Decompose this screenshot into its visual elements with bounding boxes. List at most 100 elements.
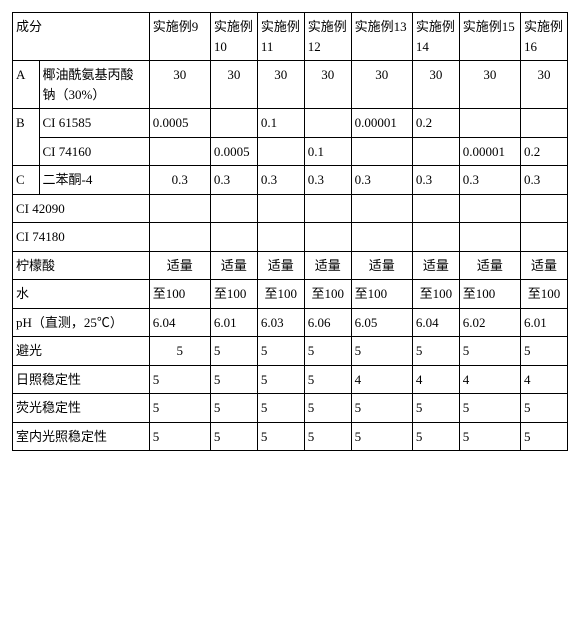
cell: 5 <box>412 422 459 451</box>
table-row: 室内光照稳定性 55555555 <box>13 422 568 451</box>
cell: 至100 <box>304 280 351 309</box>
cell: 0.2 <box>412 109 459 138</box>
header-ex11: 实施例11 <box>257 13 304 61</box>
cell: 0.00001 <box>351 109 412 138</box>
cell: 5 <box>412 337 459 366</box>
cell <box>351 194 412 223</box>
header-ex14: 实施例14 <box>412 13 459 61</box>
cell: 4 <box>412 365 459 394</box>
cell: 6.04 <box>412 308 459 337</box>
cell <box>459 223 520 252</box>
cell <box>521 109 568 138</box>
cell: 5 <box>459 422 520 451</box>
cell <box>412 137 459 166</box>
cell <box>412 223 459 252</box>
cell: 5 <box>304 365 351 394</box>
cell <box>257 194 304 223</box>
cell: 30 <box>521 61 568 109</box>
cell: 5 <box>149 337 210 366</box>
cell <box>351 223 412 252</box>
cell <box>304 223 351 252</box>
cell: 5 <box>257 394 304 423</box>
cell: 0.3 <box>149 166 210 195</box>
cell: 30 <box>412 61 459 109</box>
row-name: 二苯酮-4 <box>39 166 149 195</box>
cell: 5 <box>351 422 412 451</box>
cell: 6.05 <box>351 308 412 337</box>
cell: 5 <box>521 337 568 366</box>
table-row: CI 42090 <box>13 194 568 223</box>
cell <box>257 137 304 166</box>
row-name: CI 61585 <box>39 109 149 138</box>
header-row: 成分 实施例9 实施例10 实施例11 实施例12 实施例13 实施例14 实施… <box>13 13 568 61</box>
cell: 4 <box>351 365 412 394</box>
cell: 5 <box>257 337 304 366</box>
cell: 0.3 <box>257 166 304 195</box>
cell: 5 <box>210 394 257 423</box>
table-row: CI 74160 0.0005 0.1 0.00001 0.2 <box>13 137 568 166</box>
cell: 5 <box>257 422 304 451</box>
cell: 6.01 <box>210 308 257 337</box>
cell: 5 <box>149 422 210 451</box>
cell: 适量 <box>257 251 304 280</box>
cell <box>304 194 351 223</box>
cell: 至100 <box>459 280 520 309</box>
cell: 至100 <box>149 280 210 309</box>
cell: 5 <box>149 394 210 423</box>
row-name: pH（直测，25℃） <box>13 308 150 337</box>
cell: 5 <box>149 365 210 394</box>
cell: 0.3 <box>459 166 520 195</box>
table-row: A 椰油酰氨基丙酸钠（30%） 30 30 30 30 30 30 30 30 <box>13 61 568 109</box>
table-row: 水 至100至100至100至100至100至100至100至100 <box>13 280 568 309</box>
group-a: A <box>13 61 40 109</box>
cell: 6.02 <box>459 308 520 337</box>
cell: 4 <box>459 365 520 394</box>
cell: 5 <box>459 337 520 366</box>
cell <box>304 109 351 138</box>
cell: 0.0005 <box>210 137 257 166</box>
group-b: B <box>13 109 40 166</box>
header-ex9: 实施例9 <box>149 13 210 61</box>
cell: 5 <box>257 365 304 394</box>
cell <box>351 137 412 166</box>
row-name: CI 74160 <box>39 137 149 166</box>
cell: 30 <box>257 61 304 109</box>
cell: 0.0005 <box>149 109 210 138</box>
group-c: C <box>13 166 40 195</box>
table-row: 荧光稳定性 55555555 <box>13 394 568 423</box>
cell: 30 <box>459 61 520 109</box>
header-component: 成分 <box>13 13 150 61</box>
cell <box>149 223 210 252</box>
cell: 0.3 <box>210 166 257 195</box>
cell: 适量 <box>412 251 459 280</box>
cell: 0.1 <box>304 137 351 166</box>
header-ex10: 实施例10 <box>210 13 257 61</box>
cell: 至100 <box>210 280 257 309</box>
cell: 30 <box>351 61 412 109</box>
cell: 30 <box>304 61 351 109</box>
cell <box>210 194 257 223</box>
cell: 5 <box>304 394 351 423</box>
cell: 适量 <box>304 251 351 280</box>
cell: 0.3 <box>521 166 568 195</box>
row-name: 水 <box>13 280 150 309</box>
cell: 适量 <box>521 251 568 280</box>
row-name: 荧光稳定性 <box>13 394 150 423</box>
cell: 至100 <box>412 280 459 309</box>
header-ex13: 实施例13 <box>351 13 412 61</box>
row-name: 避光 <box>13 337 150 366</box>
table-row: 柠檬酸 适量适量适量适量适量适量适量适量 <box>13 251 568 280</box>
cell: 5 <box>412 394 459 423</box>
cell: 适量 <box>351 251 412 280</box>
cell: 4 <box>521 365 568 394</box>
cell: 0.1 <box>257 109 304 138</box>
cell <box>257 223 304 252</box>
cell: 至100 <box>351 280 412 309</box>
cell: 5 <box>304 337 351 366</box>
cell: 5 <box>351 394 412 423</box>
cell: 0.3 <box>412 166 459 195</box>
cell <box>459 109 520 138</box>
cell: 5 <box>521 394 568 423</box>
cell: 5 <box>521 422 568 451</box>
cell: 至100 <box>521 280 568 309</box>
